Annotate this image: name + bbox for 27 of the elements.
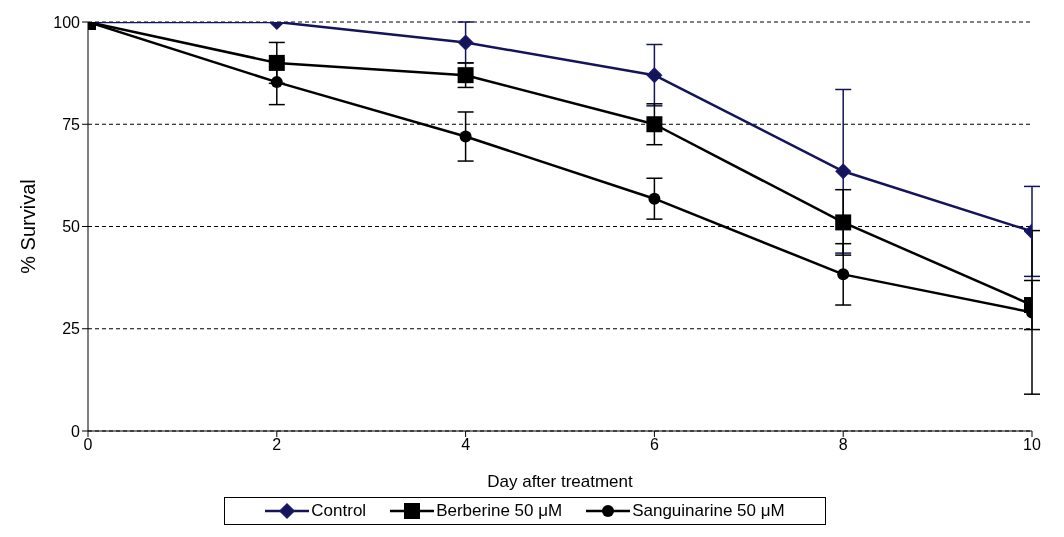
- point: [835, 214, 852, 231]
- point: [457, 67, 474, 84]
- y-tick-label: 25: [62, 320, 81, 338]
- point: [268, 54, 285, 71]
- point: [270, 76, 283, 89]
- point: [646, 67, 663, 83]
- y-tick-label: 75: [62, 115, 81, 133]
- point: [837, 268, 850, 281]
- x-tick-label: 0: [83, 436, 93, 454]
- x-axis-title: Day after treatment: [487, 472, 634, 491]
- point: [457, 34, 474, 51]
- legend-label: Sanguinarine 50 μM: [632, 501, 785, 521]
- point: [459, 130, 472, 143]
- point: [648, 192, 661, 205]
- y-tick-label: 50: [62, 218, 81, 236]
- y-axis-title: % Survival: [17, 179, 40, 274]
- point: [646, 116, 663, 133]
- legend-label: Berberine 50 μM: [436, 501, 563, 521]
- x-tick-label: 2: [272, 436, 282, 454]
- x-tick-label: 6: [649, 436, 659, 454]
- x-tick-label: 4: [461, 436, 471, 454]
- legend-label: Control: [311, 501, 367, 521]
- y-tick-label: 100: [53, 13, 81, 31]
- point: [835, 163, 851, 180]
- x-tick-label: 10: [1023, 436, 1041, 454]
- y-tick-label: 0: [71, 422, 81, 440]
- x-tick-label: 8: [838, 436, 848, 454]
